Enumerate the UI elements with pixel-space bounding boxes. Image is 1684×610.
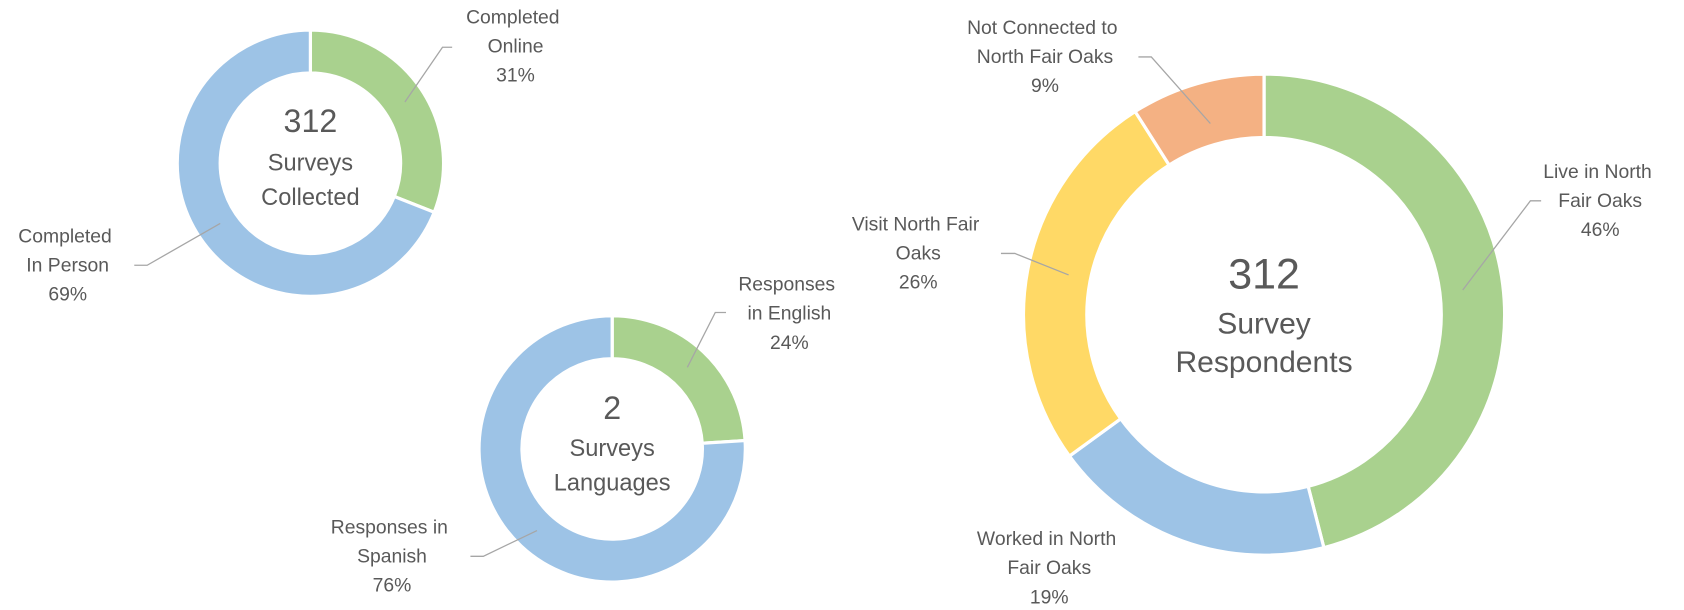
center-value: 312 [284,103,338,139]
donut-segment [1021,109,1172,459]
leader-line [404,46,453,103]
label-line: Live in North [1543,162,1657,183]
leader-line [1462,200,1542,291]
label-line: Fair Oaks [1007,558,1091,579]
label-line: In Person [26,255,109,276]
label-line: Visit North Fair [852,215,985,236]
donut-segment [610,314,747,445]
category-label: Visit North Fair Oaks [852,215,985,265]
center-label: Collected [261,185,359,211]
center-value: 312 [1228,250,1300,298]
label-line: Responses [738,275,840,296]
value-label: 26% [899,273,938,294]
label-line: Worked in North [977,529,1122,550]
center-label: Survey [1217,307,1311,340]
label-line: Completed [18,226,117,247]
value-label: 76% [373,575,412,596]
label-line: in English [747,304,831,325]
value-label: 46% [1581,220,1620,241]
value-label: 19% [1030,587,1069,608]
center-label: Surveys [268,151,353,177]
donut-segment [477,314,747,584]
leader-line [470,529,538,557]
donut-segment [175,28,437,299]
category-label: Worked in North Fair Oaks [977,529,1122,579]
center-label: Languages [554,471,671,497]
label-line: Responses in [331,517,453,538]
donut-segment [1132,72,1266,168]
category-label: Completed Online [466,7,565,57]
center-value: 2 [603,390,621,426]
leader-line [134,222,221,266]
value-label: 24% [770,333,809,354]
category-label: Responses in English [738,275,840,325]
leader-line [686,311,727,368]
donut-segment [1262,72,1507,550]
label-line: Spanish [357,546,427,567]
label-line: Completed [466,7,565,28]
category-label: Responses in Spanish [331,517,453,567]
center-label: Respondents [1175,346,1352,379]
center-label: Surveys [570,436,655,462]
label-line: Online [488,36,544,57]
category-label: Live in North Fair Oaks [1543,162,1657,212]
value-label: 69% [48,284,87,305]
label-line: Not Connected to [967,18,1123,39]
category-label: Not Connected to North Fair Oaks [967,18,1123,68]
value-label: 9% [1031,76,1059,97]
label-line: Fair Oaks [1558,191,1642,212]
label-line: North Fair Oaks [977,47,1113,68]
label-line: Oaks [896,244,941,265]
leader-line [1000,252,1069,276]
category-label: Completed In Person [18,226,117,276]
leader-line [1138,56,1211,124]
value-label: 31% [496,65,535,86]
